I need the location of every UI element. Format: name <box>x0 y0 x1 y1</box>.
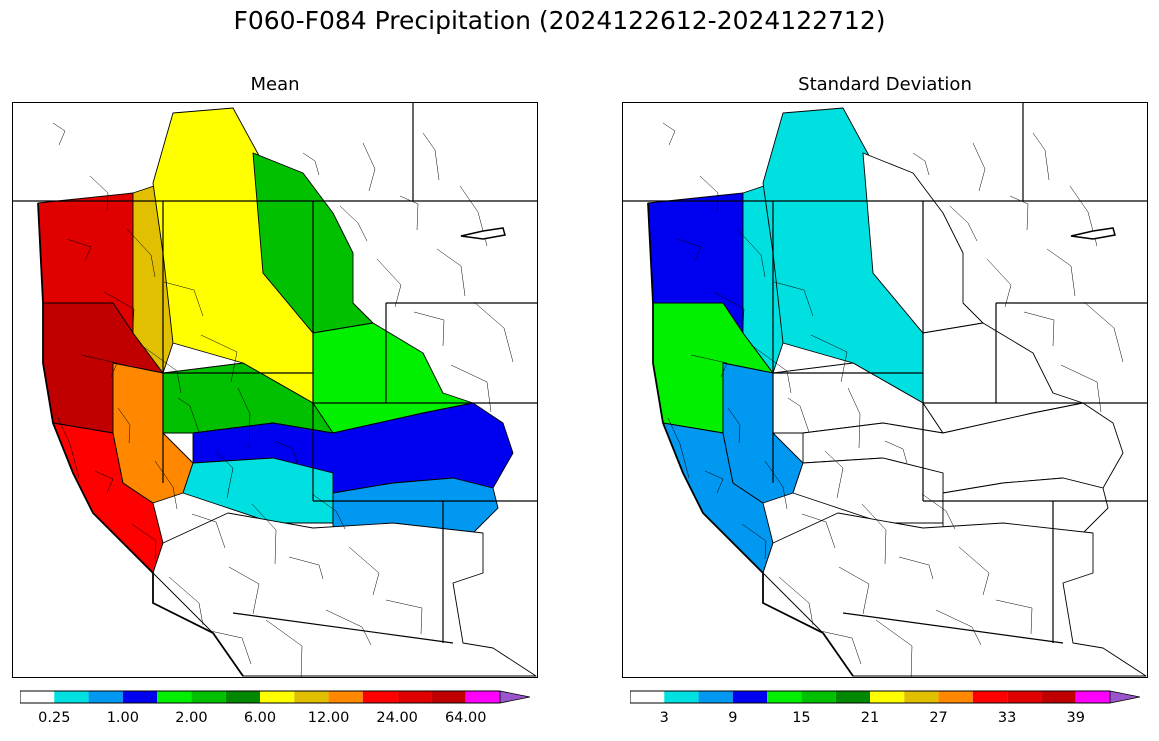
stddev-colorbar-svg <box>629 690 1141 704</box>
colorbar-tick-label: 0.25 <box>38 710 71 726</box>
watershed-boundaries <box>52 122 514 677</box>
colorbar-swatch <box>1007 691 1042 703</box>
stddev-panel-title: Standard Deviation <box>798 74 972 95</box>
state-border <box>842 612 1064 644</box>
colorbar-swatch <box>1041 691 1076 703</box>
colorbar-extend-arrow <box>1109 690 1141 704</box>
lake <box>1070 227 1116 240</box>
colorbar-swatch <box>362 691 398 703</box>
colorbar-swatch <box>870 691 905 703</box>
colorbar-swatch <box>122 691 158 703</box>
region-southwest-desert <box>152 512 537 677</box>
colorbar-tick-label: 21 <box>860 710 880 726</box>
stddev-map-svg <box>623 103 1147 677</box>
colorbar-swatch <box>972 691 1008 703</box>
colorbar-tick-label: 9 <box>728 710 738 726</box>
colorbar-swatch <box>664 691 699 703</box>
colorbar-tick-label: 1.00 <box>106 710 139 726</box>
region-utah-arizona-north <box>792 457 944 524</box>
colorbar-swatch <box>801 691 836 703</box>
mean-panel-title: Mean <box>250 74 300 95</box>
coastline <box>37 202 244 677</box>
colorbar-outline <box>19 690 500 704</box>
colorbar-tick-label: 2.00 <box>175 710 208 726</box>
colorbar-swatch <box>191 691 226 703</box>
colorbar-swatch <box>225 691 260 703</box>
colorbar-tick-label: 12.00 <box>307 710 350 726</box>
colorbar-swatch <box>1075 691 1110 703</box>
colorbar-tick-label: 3 <box>659 710 669 726</box>
region-utah-arizona-north <box>182 457 334 524</box>
colorbar-tick-label: 24.00 <box>376 710 418 726</box>
colorbar-outline <box>629 690 1110 704</box>
state-border <box>232 612 454 644</box>
colorbar-swatch <box>88 691 123 703</box>
colorbar-swatch <box>54 691 89 703</box>
colorbar-swatch <box>767 691 802 703</box>
stddev-colorbar: 3 9 15 21 27 33 39 <box>629 688 1141 728</box>
lake <box>460 227 506 240</box>
colorbar-swatch <box>904 691 939 703</box>
colorbar-swatch <box>431 691 466 703</box>
colorbar-swatch <box>157 691 192 703</box>
colorbar-tick-label: 33 <box>997 710 1017 726</box>
colorbar-swatch <box>630 691 665 703</box>
mean-map <box>12 102 538 678</box>
mean-colorbar: 0.25 1.00 2.00 6.00 12.00 24.00 64.00 <box>19 688 531 728</box>
colorbar-swatch <box>20 691 55 703</box>
colorbar-swatch <box>835 691 870 703</box>
colorbar-swatch <box>397 691 432 703</box>
watershed-boundaries <box>662 122 1124 677</box>
region-southwest-desert <box>762 512 1147 677</box>
colorbar-swatch <box>938 691 973 703</box>
colorbar-swatch <box>698 691 733 703</box>
mean-map-svg <box>13 103 537 677</box>
mean-colorbar-svg <box>19 690 531 704</box>
colorbar-tick-label: 64.00 <box>444 710 487 726</box>
figure-title: F060-F084 Precipitation (2024122612-2024… <box>233 6 886 35</box>
colorbar-tick-label: 39 <box>1066 710 1085 726</box>
stddev-map <box>622 102 1148 678</box>
colorbar-swatch <box>328 691 363 703</box>
colorbar-swatch <box>465 691 500 703</box>
colorbar-tick-label: 27 <box>929 710 948 726</box>
colorbar-extend-arrow <box>499 690 531 704</box>
colorbar-swatch <box>294 691 329 703</box>
colorbar-swatch <box>260 691 295 703</box>
colorbar-tick-label: 6.00 <box>243 710 277 726</box>
coastline <box>647 202 854 677</box>
colorbar-swatch <box>732 691 768 703</box>
colorbar-tick-label: 15 <box>792 710 811 726</box>
